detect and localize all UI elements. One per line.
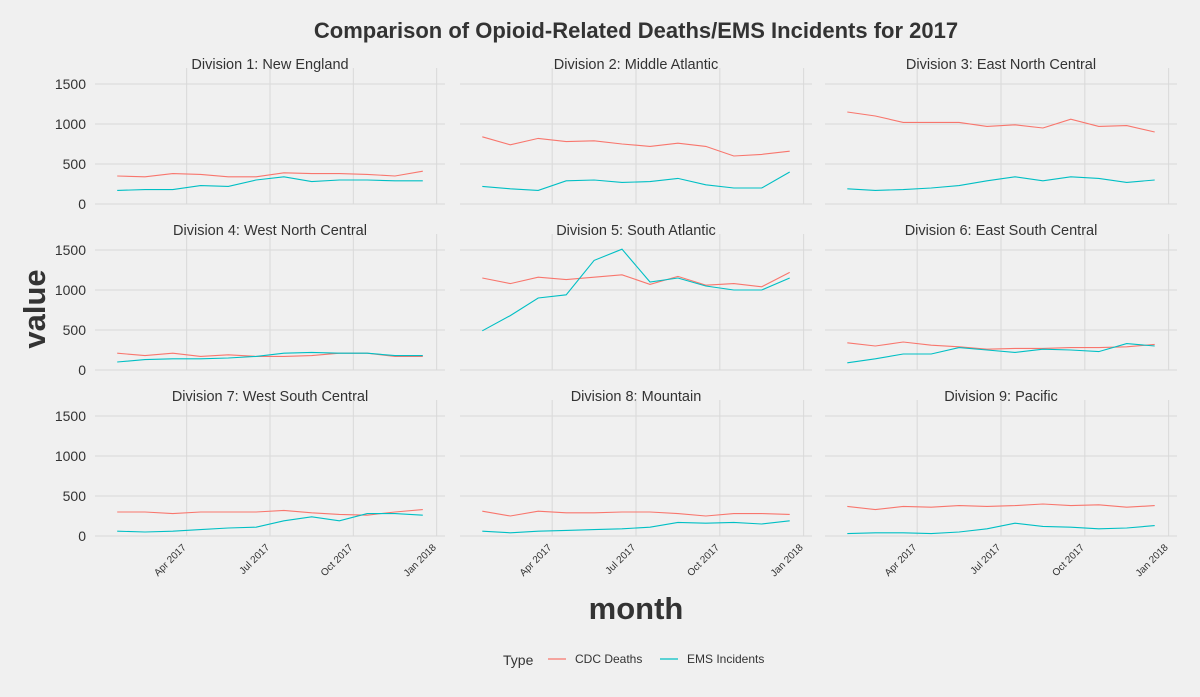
y-tick-label: 1000	[55, 116, 86, 132]
x-tick-label: Apr 2017	[518, 542, 555, 579]
x-axis-title: month	[589, 591, 684, 626]
facet-panel: Division 7: West South Central 0 500 1000 15…	[55, 389, 445, 579]
y-tick-label: 500	[63, 156, 87, 172]
y-tick-label: 1000	[55, 448, 86, 464]
y-axis-title: value	[17, 269, 52, 348]
legend-title: Type	[503, 652, 534, 668]
panel-title: Division 4: West North Central	[173, 223, 367, 239]
facet-panel: Division 8: Mountain Apr 2017 Jul 2017 Oct …	[460, 389, 812, 579]
series-line-ems-incidents	[847, 522, 1155, 535]
legend: Type CDC Deaths EMS Incidents	[503, 652, 764, 668]
series-line-ems-incidents	[117, 351, 423, 363]
x-tick-label: Oct 2017	[685, 542, 722, 579]
legend-label: CDC Deaths	[575, 652, 642, 666]
panel-title: Division 7: West South Central	[172, 389, 368, 405]
y-tick-label: 1500	[55, 408, 86, 424]
y-tick-label: 500	[63, 488, 87, 504]
y-tick-label: 500	[63, 322, 87, 338]
facet-panel: Division 6: East South Central	[825, 223, 1177, 371]
series-line-cdc-deaths	[847, 503, 1155, 511]
facet-panel: Division 4: West North Central 0 500 1000 15…	[55, 223, 445, 378]
series-line-ems-incidents	[847, 343, 1155, 364]
x-tick-label: Oct 2017	[1050, 542, 1087, 579]
panel-title: Division 9: Pacific	[944, 389, 1058, 405]
y-tick-label: 0	[78, 528, 86, 544]
panel-title: Division 8: Mountain	[571, 389, 702, 405]
panel-title: Division 6: East South Central	[905, 223, 1098, 239]
panel-title: Division 2: Middle Atlantic	[554, 57, 718, 73]
facet-panels: Division 1: New England050010001500Divis…	[55, 57, 1177, 579]
x-tick-label: Jan 2018	[402, 542, 439, 579]
panel-title: Division 3: East North Central	[906, 57, 1096, 73]
y-tick-label: 0	[78, 362, 86, 378]
panel-title: Division 5: South Atlantic	[556, 223, 716, 239]
series-line-ems-incidents	[117, 513, 423, 533]
x-tick-label: Oct 2017	[319, 542, 356, 579]
y-tick-label: 0	[78, 196, 86, 212]
facet-panel: Division 3: East North Central	[825, 57, 1177, 205]
facet-panel: Division 5: South Atlantic	[460, 223, 812, 371]
x-tick-label: Jul 2017	[604, 542, 639, 577]
series-line-cdc-deaths	[482, 510, 790, 517]
series-line-cdc-deaths	[847, 111, 1155, 133]
series-line-ems-incidents	[482, 171, 790, 191]
series-line-ems-incidents	[117, 176, 423, 191]
x-tick-label: Apr 2017	[883, 542, 920, 579]
x-tick-label: Jul 2017	[969, 542, 1004, 577]
x-tick-label: Jan 2018	[1134, 542, 1171, 579]
series-line-cdc-deaths	[482, 271, 790, 288]
y-tick-label: 1000	[55, 282, 86, 298]
y-tick-label: 1500	[55, 242, 86, 258]
y-tick-label: 1500	[55, 76, 86, 92]
series-line-cdc-deaths	[117, 170, 423, 178]
facet-panel: Division 2: Middle Atlantic	[460, 57, 812, 205]
series-line-cdc-deaths	[847, 341, 1155, 350]
facet-panel: Division 1: New England 0 500 1000 1500	[55, 57, 445, 212]
x-tick-label: Jul 2017	[238, 542, 273, 577]
x-tick-label: Jan 2018	[769, 542, 806, 579]
panel-title: Division 1: New England	[191, 57, 348, 73]
facet-panel: Division 9: Pacific Apr 2017 Jul 2017 Oct 2…	[825, 389, 1177, 579]
series-line-cdc-deaths	[482, 136, 790, 157]
x-tick-label: Apr 2017	[152, 542, 189, 579]
series-line-ems-incidents	[847, 176, 1155, 191]
legend-label: EMS Incidents	[687, 652, 764, 666]
chart-title: Comparison of Opioid-Related Deaths/EMS …	[314, 18, 958, 43]
series-line-ems-incidents	[482, 520, 790, 534]
series-line-ems-incidents	[482, 248, 790, 332]
series-line-cdc-deaths	[117, 509, 423, 516]
